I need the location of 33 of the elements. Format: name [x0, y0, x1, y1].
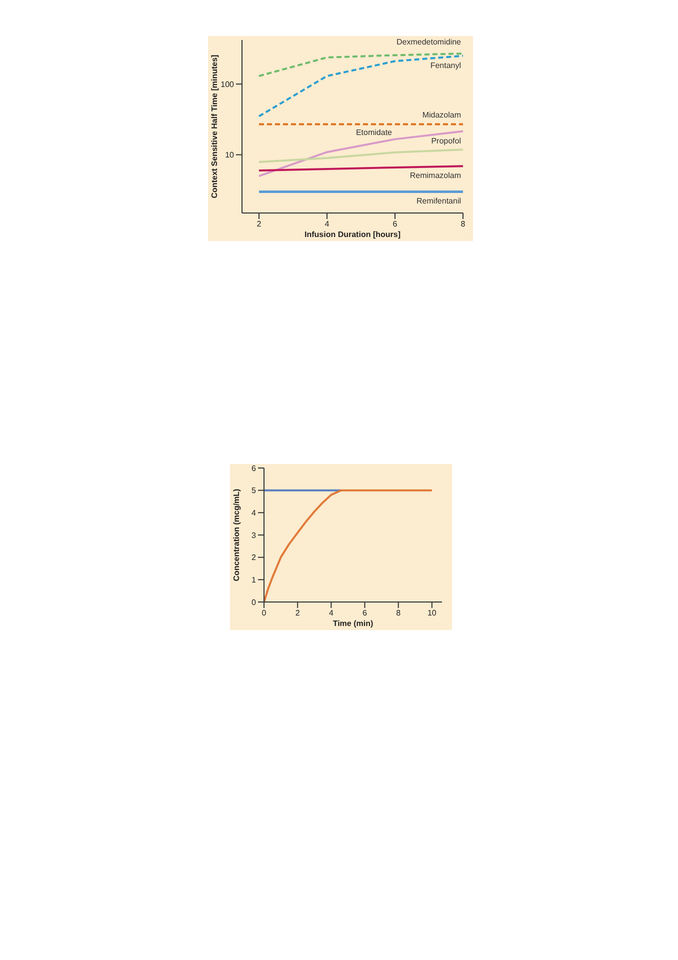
- x-axis-title: Infusion Duration [hours]: [304, 230, 401, 239]
- y-tick-label: 0: [252, 598, 257, 607]
- y-tick-label: 2: [252, 553, 257, 562]
- series-label: Etomidate: [356, 128, 393, 138]
- y-axis-title: Concentration (mcg/mL): [232, 488, 241, 582]
- line-series: [258, 148, 463, 163]
- x-tick-label: 2: [295, 608, 300, 618]
- x-tick-label: 8: [460, 220, 466, 229]
- series-label: Midazolam: [422, 110, 462, 120]
- x-axis-title: Time (min): [332, 619, 374, 628]
- series-label: Dexmedetomidine: [396, 38, 462, 47]
- y-tick-label: 6: [252, 464, 257, 473]
- x-tick-label: 6: [362, 608, 368, 618]
- series-label: Propofol: [431, 136, 462, 146]
- line-series: [258, 54, 463, 118]
- series-label: Fentanyl: [430, 60, 462, 70]
- series-label: Remifentanil: [416, 196, 462, 206]
- line-series: [258, 130, 463, 178]
- x-tick-label: 10: [427, 608, 437, 618]
- y-tick-label: 100: [220, 80, 235, 89]
- line-series: [258, 52, 463, 78]
- series-label: Remimazolam: [410, 171, 462, 180]
- y-tick-label: 3: [252, 530, 257, 540]
- y-axis-title: Context Sensitive Half Time [minutes]: [210, 54, 219, 198]
- y-tick-label: 4: [252, 508, 257, 518]
- x-tick-label: 0: [262, 608, 267, 618]
- y-tick-label: 5: [252, 486, 257, 496]
- x-tick-label: 6: [392, 220, 398, 229]
- x-tick-label: 4: [324, 220, 330, 229]
- y-tick-label: 1: [252, 576, 257, 585]
- x-tick-label: 8: [396, 608, 402, 618]
- x-tick-label: 4: [328, 608, 334, 618]
- line-series: [264, 489, 433, 602]
